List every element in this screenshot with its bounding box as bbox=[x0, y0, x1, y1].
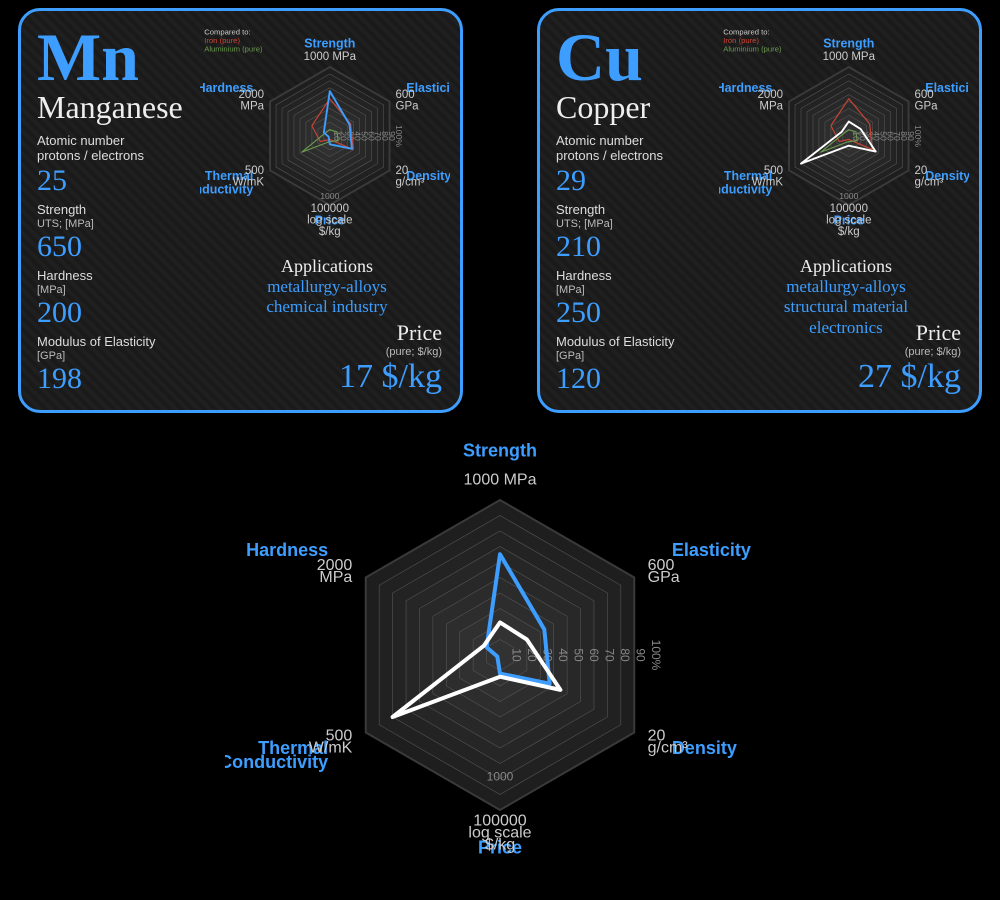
svg-text:W/mK: W/mK bbox=[309, 739, 353, 756]
comparison-radar-chart: 102030405060708090100%1000Strength1000 M… bbox=[225, 420, 775, 890]
svg-text:100%: 100% bbox=[394, 125, 404, 147]
svg-text:MPa: MPa bbox=[240, 101, 264, 113]
svg-text:Iron (pure): Iron (pure) bbox=[723, 36, 759, 45]
svg-text:60: 60 bbox=[587, 648, 601, 662]
mini-radar-chart-cu: 102030405060708090100%1000Strength1000 M… bbox=[719, 21, 969, 251]
svg-text:90: 90 bbox=[634, 648, 648, 662]
svg-text:10: 10 bbox=[510, 648, 524, 662]
svg-text:100%: 100% bbox=[913, 125, 923, 147]
svg-text:2000: 2000 bbox=[238, 89, 264, 101]
svg-text:1000: 1000 bbox=[320, 191, 339, 201]
svg-text:70: 70 bbox=[603, 648, 617, 662]
svg-text:W/mK: W/mK bbox=[233, 176, 265, 188]
svg-text:500: 500 bbox=[245, 165, 264, 177]
svg-text:g/cm³: g/cm³ bbox=[915, 176, 944, 188]
svg-text:W/mK: W/mK bbox=[752, 176, 784, 188]
applications-title: Applications bbox=[212, 256, 442, 277]
price-block: Price (pure; $/kg) 27 $/kg bbox=[858, 320, 961, 396]
svg-text:Strength: Strength bbox=[304, 37, 355, 51]
applications-title: Applications bbox=[731, 256, 961, 277]
svg-text:100000: 100000 bbox=[830, 203, 868, 215]
svg-text:$/kg: $/kg bbox=[485, 837, 515, 854]
svg-text:Compared to:: Compared to: bbox=[723, 27, 769, 36]
svg-text:MPa: MPa bbox=[759, 101, 783, 113]
price-title: Price bbox=[858, 320, 961, 346]
svg-text:2000: 2000 bbox=[757, 89, 783, 101]
svg-text:40: 40 bbox=[556, 648, 570, 662]
svg-text:50: 50 bbox=[572, 648, 586, 662]
svg-text:log scale: log scale bbox=[307, 214, 352, 226]
svg-text:1000 MPa: 1000 MPa bbox=[464, 472, 537, 489]
mini-radar-chart-mn: 102030405060708090100%1000Strength1000 M… bbox=[200, 21, 450, 251]
svg-text:Aluminium (pure): Aluminium (pure) bbox=[723, 45, 782, 54]
svg-text:1000 MPa: 1000 MPa bbox=[823, 51, 876, 63]
svg-text:GPa: GPa bbox=[648, 569, 680, 586]
svg-text:g/cm³: g/cm³ bbox=[648, 739, 689, 756]
svg-text:500: 500 bbox=[764, 165, 783, 177]
svg-text:GPa: GPa bbox=[915, 101, 939, 113]
svg-text:20: 20 bbox=[396, 165, 409, 177]
price-sub: (pure; $/kg) bbox=[339, 346, 442, 358]
svg-text:$/kg: $/kg bbox=[319, 226, 341, 238]
svg-text:Strength: Strength bbox=[823, 37, 874, 51]
svg-text:MPa: MPa bbox=[319, 569, 352, 586]
applications-block: Applications metallurgy-alloyschemical i… bbox=[212, 256, 442, 318]
element-card-mn: Mn Manganese Atomic numberprotons / elec… bbox=[18, 8, 463, 413]
svg-text:$/kg: $/kg bbox=[838, 226, 860, 238]
svg-text:20: 20 bbox=[915, 165, 928, 177]
svg-text:Aluminium (pure): Aluminium (pure) bbox=[204, 45, 263, 54]
price-value: 27 $/kg bbox=[858, 358, 961, 396]
svg-text:g/cm³: g/cm³ bbox=[396, 176, 425, 188]
svg-text:100%: 100% bbox=[649, 640, 663, 671]
svg-text:Elasticity: Elasticity bbox=[672, 540, 751, 560]
svg-text:600: 600 bbox=[396, 89, 415, 101]
svg-text:GPa: GPa bbox=[396, 101, 420, 113]
price-value: 17 $/kg bbox=[339, 358, 442, 396]
svg-text:Iron (pure): Iron (pure) bbox=[204, 36, 240, 45]
svg-text:100000: 100000 bbox=[311, 203, 349, 215]
svg-text:600: 600 bbox=[915, 89, 934, 101]
element-card-cu: Cu Copper Atomic numberprotons / electro… bbox=[537, 8, 982, 413]
svg-text:80: 80 bbox=[618, 648, 632, 662]
price-sub: (pure; $/kg) bbox=[858, 346, 961, 358]
svg-text:Compared to:: Compared to: bbox=[204, 27, 250, 36]
svg-text:1000 MPa: 1000 MPa bbox=[304, 51, 357, 63]
price-block: Price (pure; $/kg) 17 $/kg bbox=[339, 320, 442, 396]
svg-text:1000: 1000 bbox=[839, 191, 858, 201]
svg-text:Strength: Strength bbox=[463, 441, 537, 461]
svg-text:1000: 1000 bbox=[487, 770, 514, 784]
applications-list: metallurgy-alloyschemical industry bbox=[212, 277, 442, 318]
price-title: Price bbox=[339, 320, 442, 346]
svg-text:log scale: log scale bbox=[826, 214, 871, 226]
